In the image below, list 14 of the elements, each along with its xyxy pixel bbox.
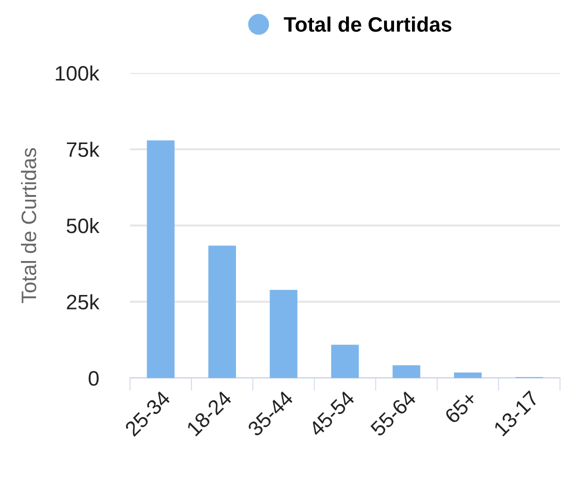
y-tick-label: 75k: [66, 142, 100, 158]
bar: [331, 344, 359, 378]
y-axis-title: Total de Curtidas: [20, 148, 36, 304]
legend-label: Total de Curtidas: [284, 16, 452, 32]
bar: [146, 140, 175, 378]
bar: [208, 246, 236, 378]
bar: [454, 372, 482, 378]
y-tick-label: 50k: [66, 218, 100, 234]
y-tick-label: 25k: [66, 294, 100, 310]
x-tick-label: 65+: [444, 390, 478, 424]
bar: [270, 290, 298, 378]
y-tick-label: 0: [88, 371, 99, 386]
y-tick-label: 100k: [56, 65, 100, 81]
bar: [392, 365, 420, 378]
